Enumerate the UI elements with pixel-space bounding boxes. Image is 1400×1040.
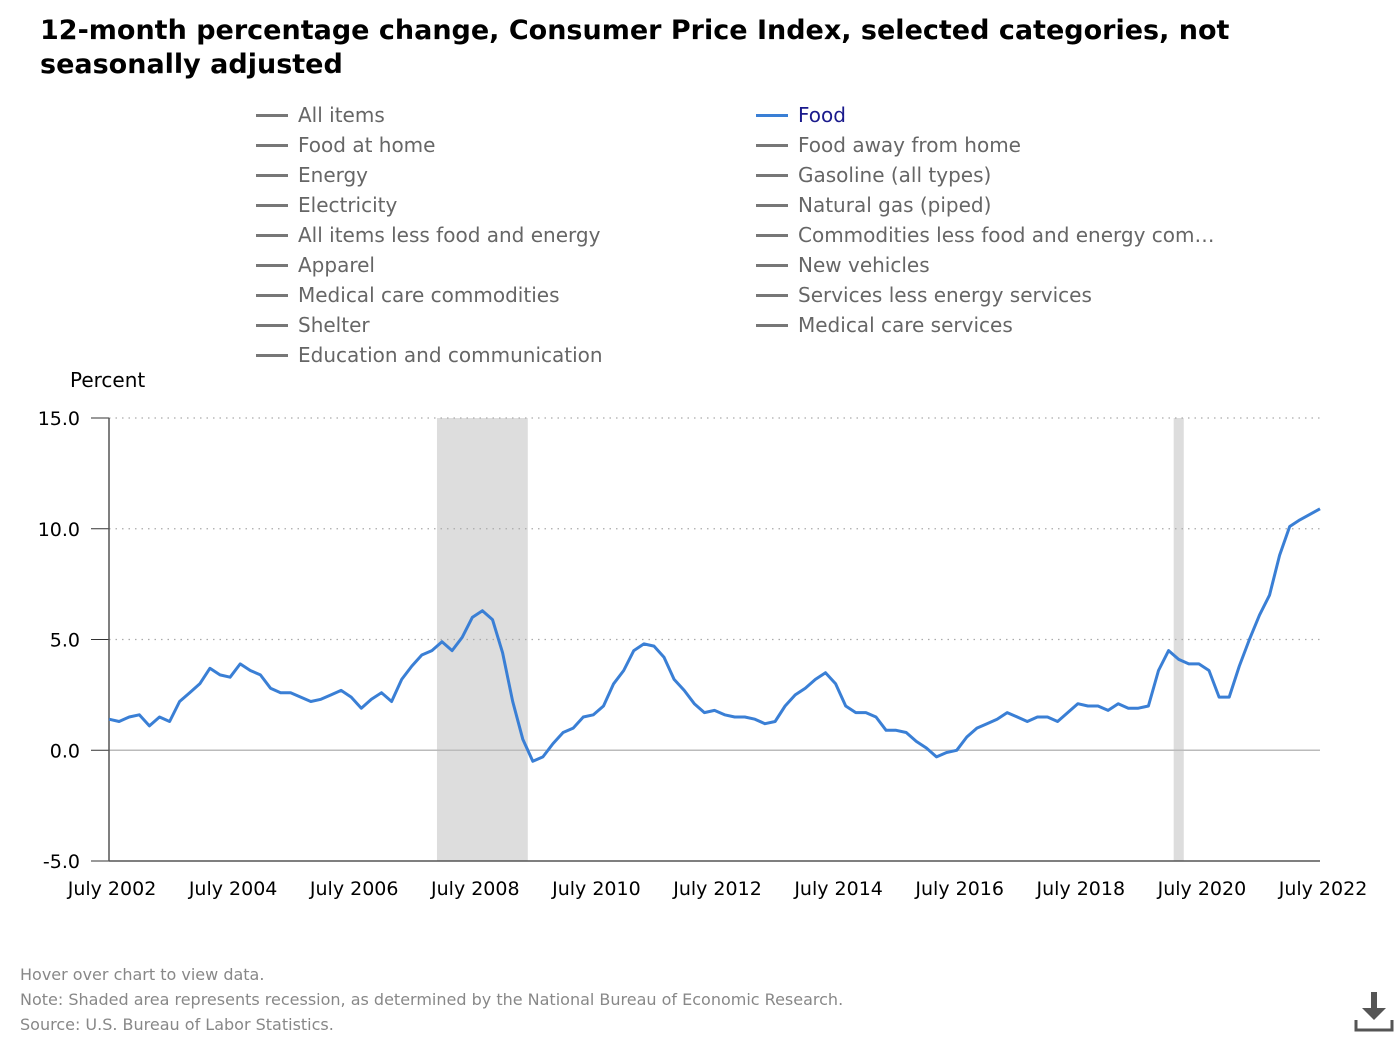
- legend-label: Services less energy services: [798, 283, 1092, 307]
- legend-label: Natural gas (piped): [798, 193, 992, 217]
- legend-item[interactable]: New vehicles: [756, 250, 930, 280]
- x-tick-label: July 2004: [188, 878, 278, 900]
- legend-swatch-icon: [756, 233, 788, 237]
- chart-title: 12-month percentage change, Consumer Pri…: [40, 15, 1230, 80]
- legend-swatch-icon: [256, 323, 288, 327]
- hover-hint: Hover over chart to view data.: [20, 965, 265, 984]
- recession-band: [1173, 418, 1184, 861]
- x-tick-label: July 2008: [430, 878, 520, 900]
- legend-item[interactable]: Food: [756, 100, 846, 130]
- legend-item[interactable]: Apparel: [256, 250, 375, 280]
- download-icon[interactable]: [1352, 990, 1396, 1034]
- legend-item[interactable]: Education and communication: [256, 340, 603, 370]
- legend-swatch-icon: [756, 143, 788, 147]
- recession-note: Note: Shaded area represents recession, …: [20, 990, 844, 1009]
- legend-swatch-icon: [256, 353, 288, 357]
- legend: All items Food Food at home Food away from …: [256, 100, 1256, 370]
- x-tick-label: July 2018: [1036, 878, 1126, 900]
- legend-item[interactable]: Natural gas (piped): [756, 190, 991, 220]
- legend-label: All items less food and energy: [298, 223, 601, 247]
- legend-swatch-icon: [256, 113, 288, 117]
- legend-item[interactable]: All items less food and energy: [256, 220, 600, 250]
- legend-item[interactable]: Energy: [256, 160, 368, 190]
- legend-swatch-icon: [256, 143, 288, 147]
- x-tick-label: July 2016: [914, 878, 1004, 900]
- x-tick-label: July 2020: [1157, 878, 1247, 900]
- x-tick-label: July 2012: [672, 878, 762, 900]
- download-arrow-icon: [1354, 992, 1394, 1032]
- legend-item[interactable]: Electricity: [256, 190, 397, 220]
- legend-item[interactable]: All items: [256, 100, 385, 130]
- legend-label: Gasoline (all types): [798, 163, 992, 187]
- y-tick-label: 10.0: [38, 519, 80, 541]
- legend-item[interactable]: Medical care services: [756, 310, 1013, 340]
- x-tick-label: July 2014: [793, 878, 883, 900]
- footnotes: Hover over chart to view data. Note: Sha…: [20, 962, 843, 1037]
- legend-item[interactable]: Medical care commodities: [256, 280, 559, 310]
- source-note: Source: U.S. Bureau of Labor Statistics.: [20, 1015, 334, 1034]
- legend-label: Apparel: [298, 253, 375, 277]
- y-tick-label: 5.0: [50, 630, 80, 652]
- legend-label: Food away from home: [798, 133, 1021, 157]
- legend-swatch-icon: [756, 323, 788, 327]
- y-tick-label: 0.0: [50, 740, 80, 762]
- legend-label: New vehicles: [798, 253, 930, 277]
- chart-area[interactable]: 15.0 10.0 5.0 0.0 -5.0 Percent July 2002 July 2…: [0, 0, 1400, 940]
- legend-label: Food: [798, 103, 846, 127]
- legend-label: Energy: [298, 163, 369, 187]
- legend-swatch-icon: [756, 173, 788, 177]
- legend-swatch-icon: [256, 293, 288, 297]
- y-tick-label: 15.0: [38, 408, 80, 430]
- legend-label: Education and communication: [298, 343, 603, 367]
- x-tick-label: July 2022: [1278, 878, 1368, 900]
- legend-label: Electricity: [298, 193, 398, 217]
- x-tick-label: July 2010: [551, 878, 641, 900]
- legend-label: All items: [298, 103, 385, 127]
- legend-label: Medical care commodities: [298, 283, 560, 307]
- legend-swatch-icon: [756, 263, 788, 267]
- legend-item[interactable]: Services less energy services: [756, 280, 1092, 310]
- legend-swatch-icon: [256, 173, 288, 177]
- recession-band: [436, 418, 528, 861]
- series-line-food[interactable]: [108, 507, 1321, 763]
- legend-swatch-icon: [756, 113, 788, 117]
- legend-item[interactable]: Food at home: [256, 130, 435, 160]
- legend-swatch-icon: [256, 203, 288, 207]
- legend-swatch-icon: [256, 233, 288, 237]
- legend-swatch-icon: [256, 263, 288, 267]
- x-tick-label: July 2002: [67, 878, 157, 900]
- legend-swatch-icon: [756, 203, 788, 207]
- legend-item[interactable]: Food away from home: [756, 130, 1021, 160]
- legend-item[interactable]: Shelter: [256, 310, 370, 340]
- legend-label: Commodities less food and energy com…: [798, 223, 1215, 247]
- legend-swatch-icon: [756, 293, 788, 297]
- legend-label: Medical care services: [798, 313, 1013, 337]
- y-axis-label: Percent: [70, 368, 145, 392]
- legend-label: Food at home: [298, 133, 436, 157]
- legend-label: Shelter: [298, 313, 370, 337]
- legend-item[interactable]: Gasoline (all types): [756, 160, 991, 190]
- y-tick-label: -5.0: [43, 851, 80, 873]
- legend-item[interactable]: Commodities less food and energy com…: [756, 220, 1215, 250]
- x-tick-label: July 2006: [309, 878, 399, 900]
